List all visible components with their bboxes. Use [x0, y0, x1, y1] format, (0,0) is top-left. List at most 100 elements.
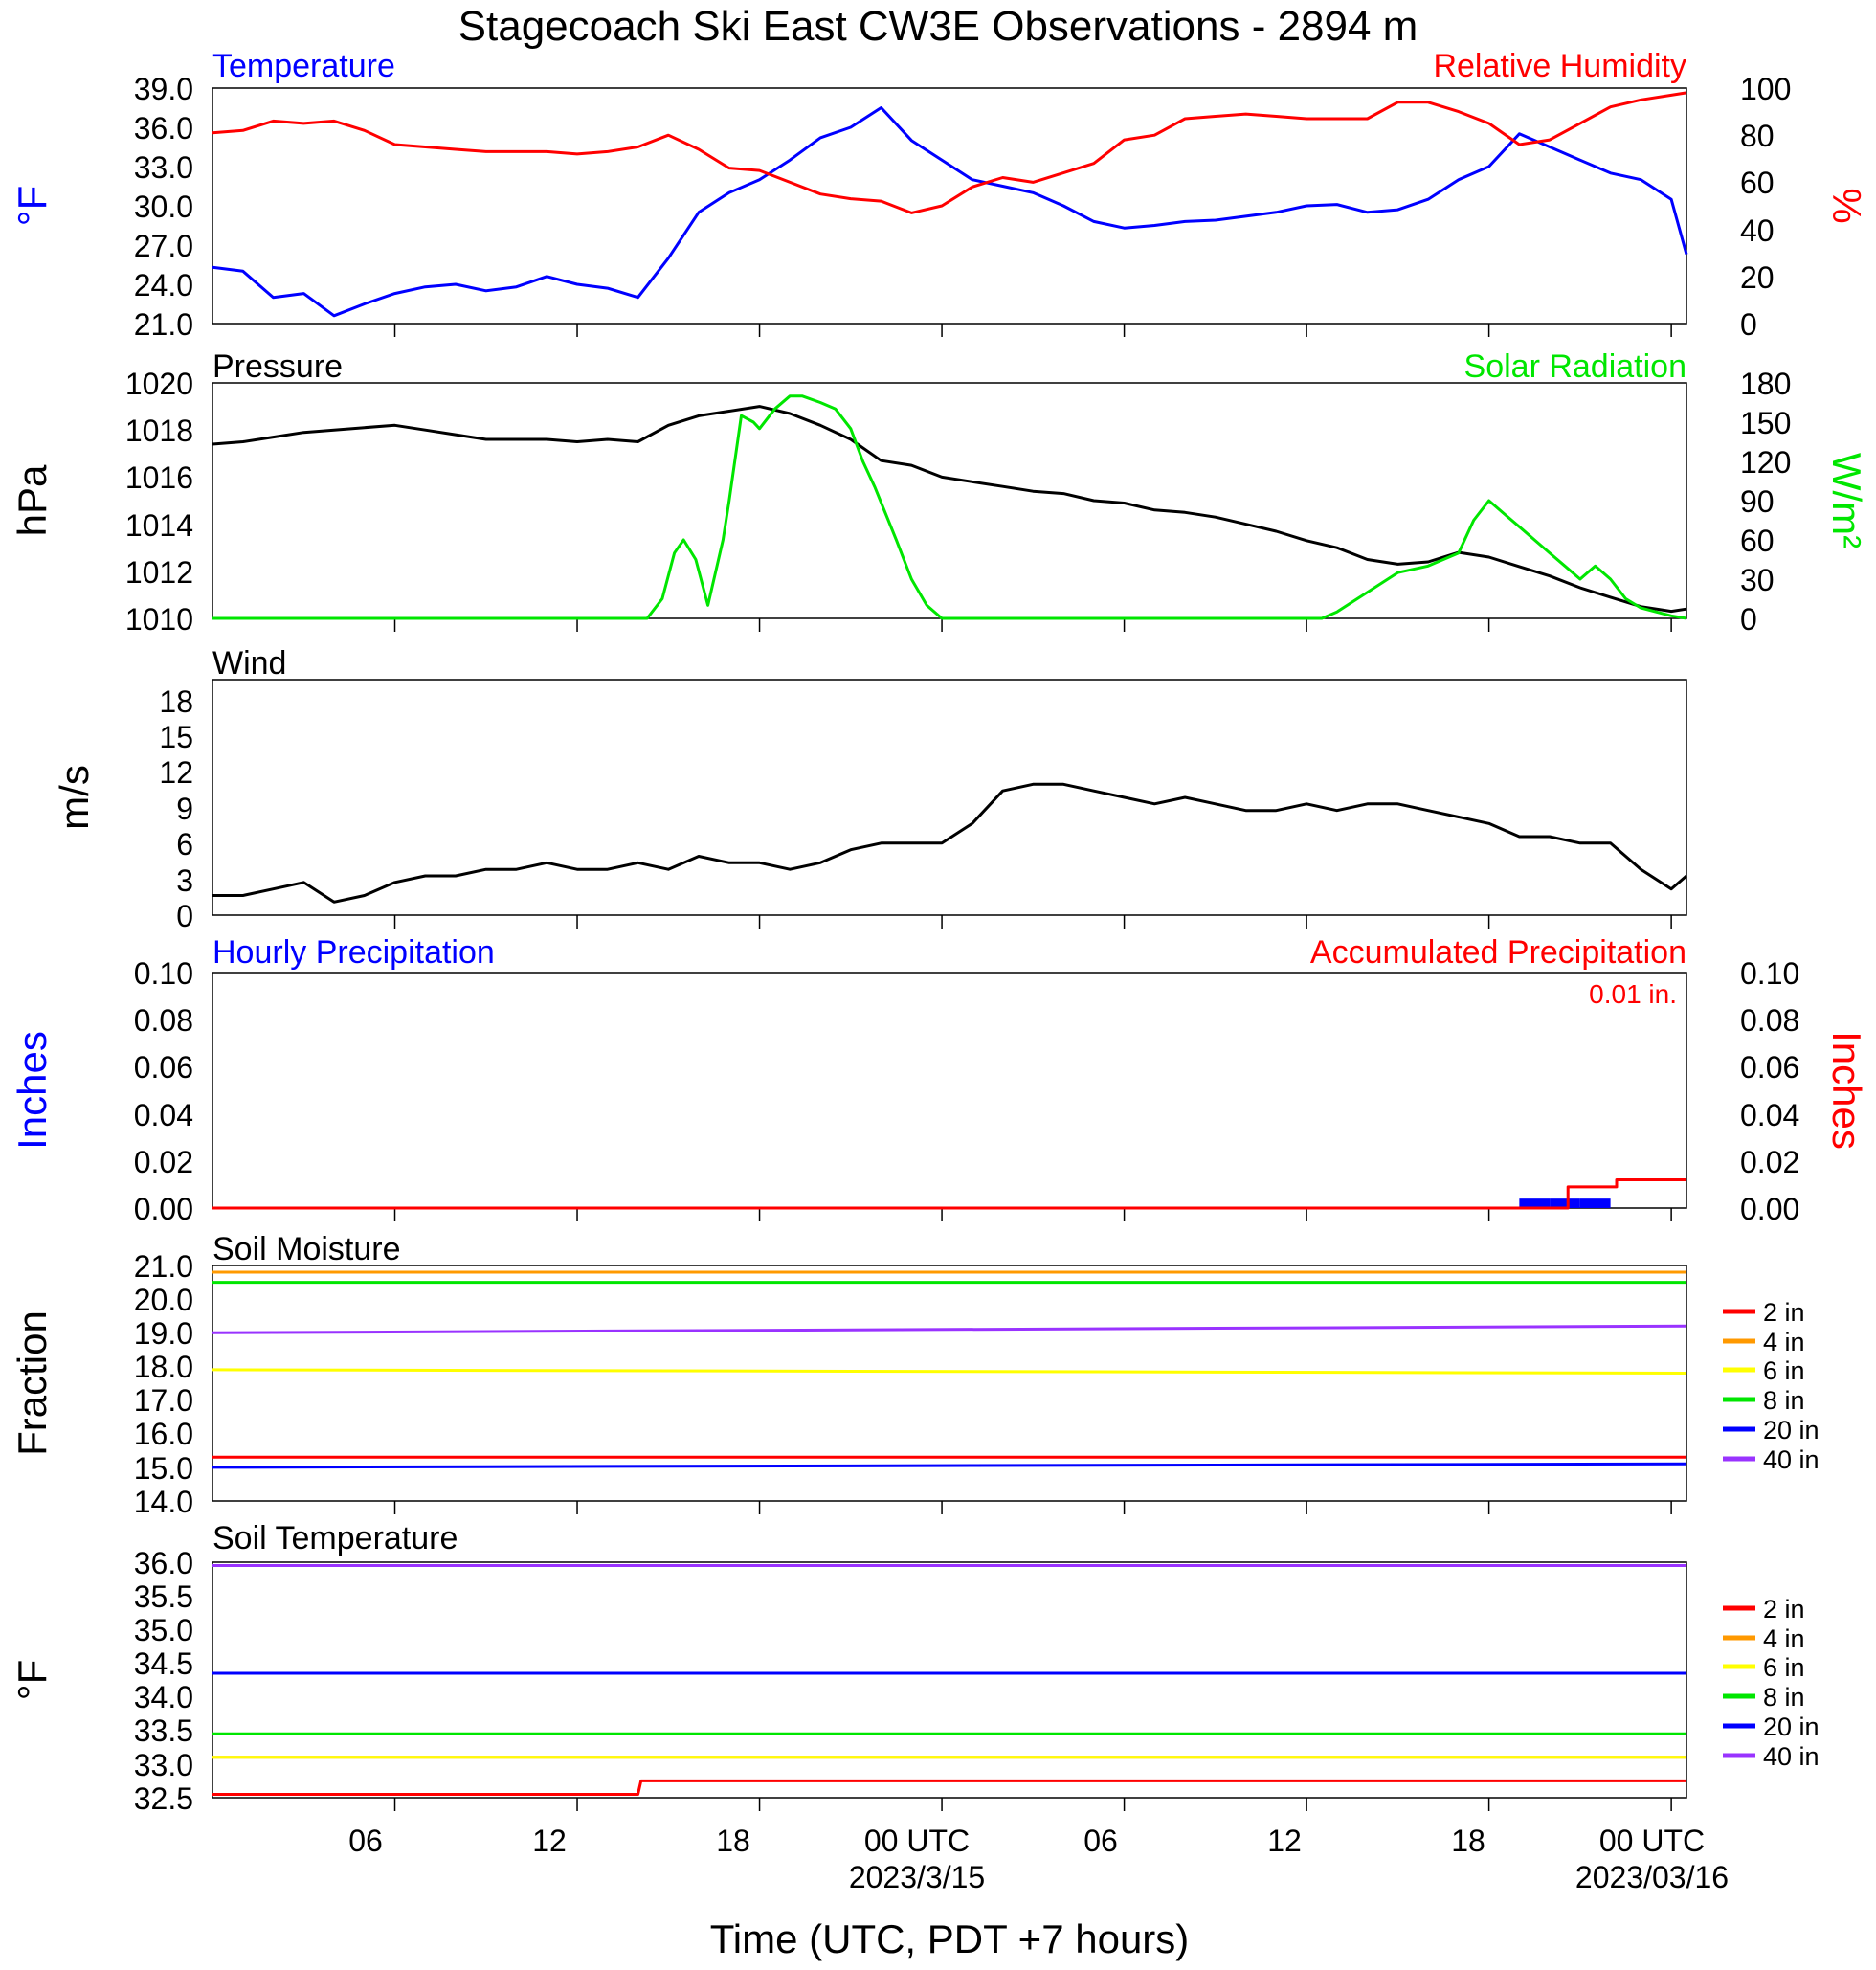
- soil-moisture-panel: Soil Moisture Fraction 21.0 20.0 19.0 18…: [10, 1231, 1820, 1519]
- temperature-left-ticks: 39.0 36.0 33.0 30.0 27.0 24.0 21.0: [134, 72, 193, 342]
- tick-label: 0.02: [134, 1145, 193, 1179]
- soil-moisture-legend: 2 in 4 in 6 in 8 in 20 in 40 in: [1723, 1298, 1820, 1474]
- pressure-left-ticks: 1020 1018 1016 1014 1012 1010: [125, 367, 193, 637]
- tick-label: 0.00: [1740, 1192, 1799, 1226]
- tick-label: 30: [1740, 563, 1775, 597]
- soil-temperature-plot-frame: [212, 1561, 1687, 1799]
- x-tick-label: 06: [1083, 1824, 1118, 1858]
- legend-label: 20 in: [1763, 1416, 1820, 1444]
- tick-label: 0.08: [1740, 1003, 1799, 1038]
- tick-label: 15.0: [134, 1451, 193, 1486]
- solar-right-ticks: 180 150 120 90 60 30 0: [1740, 367, 1791, 637]
- soil-moisture-unit: Fraction: [10, 1310, 55, 1456]
- tick-label: 12: [159, 755, 193, 790]
- tick-label: 0.08: [134, 1003, 193, 1038]
- tick-label: 18.0: [134, 1350, 193, 1384]
- pressure-unit: hPa: [10, 464, 55, 536]
- tick-label: 1012: [125, 555, 193, 590]
- tick-label: 33.0: [134, 1748, 193, 1782]
- tick-label: 1020: [125, 367, 193, 401]
- tick-label: 100: [1740, 72, 1791, 106]
- legend-label: 40 in: [1763, 1742, 1820, 1771]
- humidity-unit: %: [1824, 188, 1869, 223]
- tick-label: 20: [1740, 260, 1775, 295]
- x-tick-label: 12: [532, 1824, 567, 1858]
- 6-in-line: [212, 1368, 1687, 1375]
- tick-label: 21.0: [134, 307, 193, 342]
- legend-label: 6 in: [1763, 1356, 1805, 1385]
- tick-label: 1010: [125, 602, 193, 637]
- tick-label: 0.04: [1740, 1098, 1799, 1132]
- tick-label: 60: [1740, 166, 1775, 200]
- x-tick-label: 12: [1267, 1824, 1302, 1858]
- tick-label: 0: [1740, 307, 1757, 342]
- x-tick-date: 2023/3/15: [849, 1860, 985, 1894]
- tick-label: 17.0: [134, 1383, 193, 1418]
- tick-label: 120: [1740, 445, 1791, 480]
- pressure-marks: [212, 394, 1687, 632]
- tick-label: 1016: [125, 460, 193, 495]
- 40-in-line: [212, 1324, 1687, 1334]
- wind-unit: m/s: [52, 765, 97, 830]
- legend-label: 2 in: [1763, 1298, 1805, 1327]
- tick-label: 35.5: [134, 1579, 193, 1614]
- precip-right-ticks: 0.10 0.08 0.06 0.04 0.02 0.00: [1740, 956, 1799, 1226]
- tick-label: 36.0: [134, 111, 193, 146]
- tick-label: 16.0: [134, 1417, 193, 1451]
- 2-in-line: [212, 1779, 1686, 1796]
- tick-label: 21.0: [134, 1249, 193, 1284]
- temperature-marks: [212, 91, 1688, 337]
- tick-label: 32.5: [134, 1781, 193, 1816]
- tick-label: 0.06: [1740, 1050, 1799, 1085]
- hourly-precipitation-bar: [1519, 1198, 1551, 1208]
- tick-label: 19.0: [134, 1316, 193, 1351]
- solar-title: Solar Radiation: [1464, 348, 1686, 385]
- x-axis-label: Time (UTC, PDT +7 hours): [710, 1916, 1190, 1961]
- relative-humidity-line: [212, 91, 1687, 214]
- legend-label: 8 in: [1763, 1386, 1805, 1415]
- tick-label: 20.0: [134, 1283, 193, 1317]
- tick-label: 0.10: [134, 956, 193, 991]
- tick-label: 0: [1740, 602, 1757, 637]
- soil-moisture-plot-frame: [212, 1265, 1687, 1502]
- soil-temperature-marks: [212, 1564, 1686, 1811]
- soil-temperature-legend: 2 in 4 in 6 in 8 in 20 in 40 in: [1723, 1595, 1820, 1771]
- legend-label: 40 in: [1763, 1445, 1820, 1474]
- pressure-plot-frame: [212, 382, 1687, 619]
- legend-label: 2 in: [1763, 1595, 1805, 1623]
- precip-total-annotation: 0.01 in.: [1589, 979, 1677, 1009]
- tick-label: 30.0: [134, 190, 193, 224]
- tick-label: 18: [159, 684, 193, 719]
- hourly-precip-title: Hourly Precipitation: [212, 934, 495, 971]
- tick-label: 34.5: [134, 1646, 193, 1681]
- hourly-precipitation-bar: [1579, 1198, 1611, 1208]
- precip-panel: Hourly Precipitation Accumulated Precipi…: [10, 934, 1869, 1226]
- tick-label: 1014: [125, 508, 193, 543]
- x-tick-date: 2023/03/16: [1575, 1860, 1729, 1894]
- tick-label: 24.0: [134, 268, 193, 302]
- x-tick-label: 18: [1451, 1824, 1485, 1858]
- soil-moisture-left-ticks: 21.0 20.0 19.0 18.0 17.0 16.0 15.0 14.0: [134, 1249, 193, 1519]
- wind-title: Wind: [212, 645, 286, 682]
- tick-label: 0.10: [1740, 956, 1799, 991]
- tick-label: 14.0: [134, 1485, 193, 1519]
- legend-label: 4 in: [1763, 1624, 1805, 1653]
- precip-left-ticks: 0.10 0.08 0.06 0.04 0.02 0.00: [134, 956, 193, 1226]
- x-axis: 06 12 18 00 UTC 2023/3/15 06 12 18 00 UT…: [348, 1824, 1729, 1961]
- wind-left-ticks: 18 15 12 9 6 3 0: [159, 684, 193, 933]
- tick-label: 33.0: [134, 150, 193, 185]
- tick-label: 33.5: [134, 1713, 193, 1748]
- humidity-title: Relative Humidity: [1433, 48, 1686, 84]
- x-tick-label: 00 UTC: [864, 1824, 970, 1858]
- humidity-right-ticks: 100 80 60 40 20 0: [1740, 72, 1791, 342]
- accum-precip-title: Accumulated Precipitation: [1310, 934, 1686, 971]
- x-tick-label: 18: [716, 1824, 750, 1858]
- tick-label: 9: [176, 792, 193, 826]
- tick-label: 0: [176, 899, 193, 933]
- tick-label: 6: [176, 827, 193, 862]
- temperature-title: Temperature: [212, 48, 395, 84]
- temperature-plot-frame: [212, 87, 1687, 325]
- pressure-line: [212, 405, 1687, 614]
